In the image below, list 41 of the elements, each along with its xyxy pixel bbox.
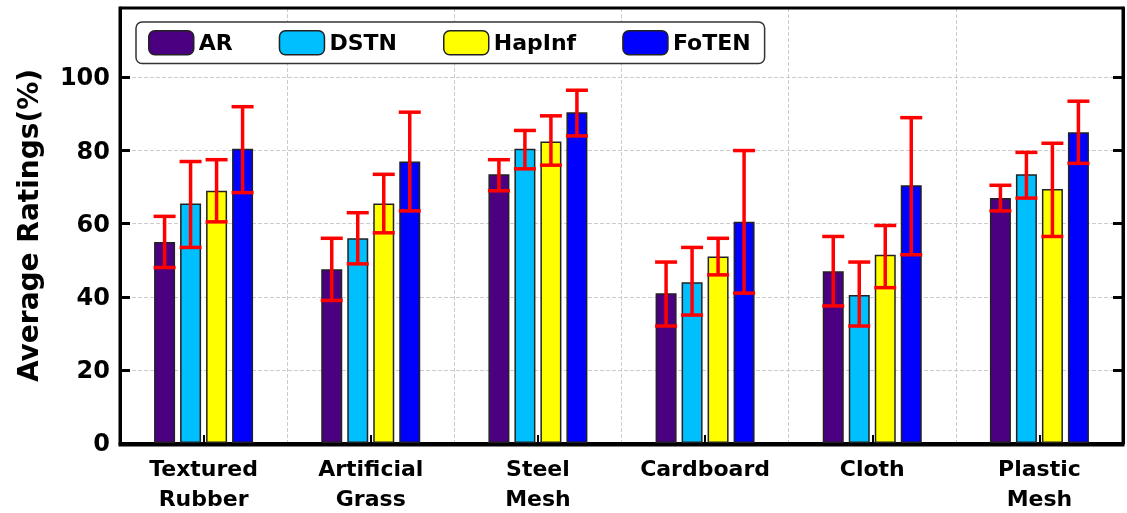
bar: [321, 269, 343, 443]
bar: [681, 282, 703, 443]
bar: [989, 198, 1011, 443]
bar: [540, 141, 562, 443]
bar: [347, 238, 369, 443]
bar: [232, 148, 254, 443]
bar: [707, 256, 729, 443]
x-tick-label: Steel Mesh: [505, 455, 571, 511]
y-tick-label: 80: [76, 136, 110, 165]
bar: [1041, 188, 1063, 443]
bar: [566, 112, 588, 443]
y-tick-label: 100: [59, 63, 110, 92]
bar: [848, 294, 870, 443]
y-tick-label: 60: [76, 209, 110, 238]
bar: [1015, 174, 1037, 443]
bar: [655, 293, 677, 443]
legend-label: HapInf: [493, 30, 577, 56]
bar: [399, 161, 421, 443]
bar: [206, 190, 228, 443]
x-tick-label: Textured Rubber: [149, 455, 259, 511]
y-tick-label: 20: [76, 355, 110, 384]
bar: [874, 254, 896, 443]
y-tick-label: 40: [76, 282, 110, 311]
x-tick-label: Cloth: [839, 455, 905, 481]
bar: [514, 148, 536, 443]
y-tick-label: 0: [93, 429, 110, 457]
x-tick-label: Artificial Grass: [318, 455, 424, 511]
bar: [154, 241, 176, 443]
x-tick-label: Plastic Mesh: [998, 455, 1081, 511]
legend-label: AR: [198, 30, 233, 56]
bar: [1067, 132, 1089, 443]
bar: [373, 203, 395, 443]
bar: [180, 203, 202, 443]
bar: [733, 221, 755, 443]
bar: [488, 174, 510, 443]
bar: [822, 271, 844, 443]
y-axis-title: Average Ratings(%): [11, 68, 45, 383]
bar: [900, 185, 922, 443]
legend-label: FoTEN: [672, 30, 751, 56]
x-tick-label: Cardboard: [640, 455, 771, 481]
legend-label: DSTN: [329, 30, 397, 56]
